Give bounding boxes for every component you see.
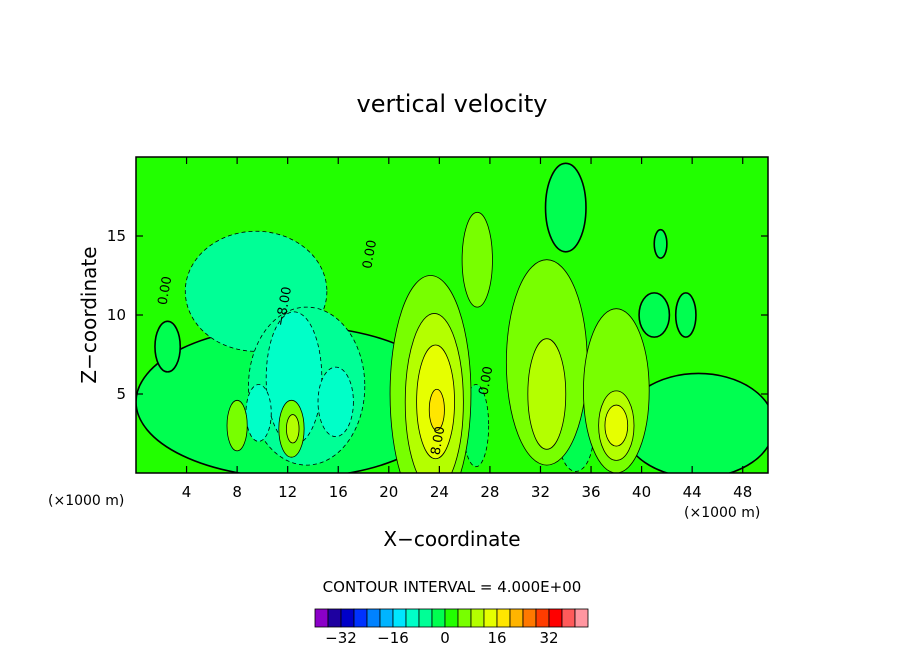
y-axis-ticks: 5 10 15 (107, 227, 768, 403)
x-tick-label-11: 48 (733, 483, 752, 501)
colorbar-cell-15 (509, 608, 524, 628)
colorbar-cell-19 (561, 608, 576, 628)
x-tick-label-10: 44 (683, 483, 702, 501)
x-tick-label-7: 32 (531, 483, 550, 501)
colorbar-cell-5 (379, 608, 394, 628)
contour-region-15 (527, 338, 567, 450)
colorbar-cell-1 (327, 608, 342, 628)
contour-interval-text: CONTOUR INTERVAL = 4.000E+00 (323, 578, 582, 596)
contour-region-2 (544, 162, 587, 253)
contour-label-0: 0.00 (156, 275, 176, 306)
colorbar-cell-2 (340, 608, 355, 628)
contour-labels: 0.00 −8.00 0.00 0.00 8.00 (156, 239, 497, 457)
x-tick-label-9: 40 (632, 483, 651, 501)
colorbar-cell-7 (405, 608, 420, 628)
x-tick-label-6: 28 (480, 483, 499, 501)
contour-label-3: 0.00 (477, 365, 497, 396)
colorbar-cell-6 (392, 608, 407, 628)
contour-region-24 (674, 292, 697, 338)
contour-region-5 (265, 311, 323, 445)
colorbar-cell-3 (353, 608, 368, 628)
x-unit-label-left: (×1000 m) (48, 493, 124, 509)
contour-region-22 (286, 414, 300, 444)
y-tick-label-0: 5 (116, 385, 126, 403)
colorbar-cell-8 (418, 608, 433, 628)
colorbar-tick-label-0: −32 (325, 629, 357, 647)
x-tick-label-8: 36 (581, 483, 600, 501)
contour-region-18 (604, 404, 629, 447)
x-tick-label-3: 16 (329, 483, 348, 501)
contour-label-1: −8.00 (273, 286, 295, 328)
colorbar-tick-label-3: 16 (487, 629, 506, 647)
colorbar-cell-13 (483, 608, 498, 628)
colorbar-tick-label-1: −16 (377, 629, 409, 647)
contour-region-26 (154, 320, 182, 373)
contour-region-6 (245, 384, 272, 442)
x-axis-ticks: 4 8 12 16 20 24 28 32 36 40 44 48 (182, 157, 752, 501)
colorbar-cell-16 (522, 608, 537, 628)
x-tick-label-0: 4 (182, 483, 192, 501)
colorbar-cell-9 (431, 608, 446, 628)
chart-title: vertical velocity (357, 90, 548, 118)
x-tick-label-2: 12 (278, 483, 297, 501)
y-tick-label-2: 15 (107, 227, 126, 245)
y-tick-label-1: 10 (107, 306, 126, 324)
colorbar-tick-labels: −32 −16 0 16 32 (325, 629, 558, 647)
x-unit-label-right: (×1000 m) (684, 505, 760, 521)
contour-region-19 (461, 211, 493, 308)
x-tick-label-1: 8 (232, 483, 242, 501)
contour-fields (136, 162, 768, 473)
colorbar-cell-17 (535, 608, 550, 628)
x-axis-label: X−coordinate (383, 527, 520, 551)
colorbar-cell-10 (444, 608, 459, 628)
colorbar-cell-12 (470, 608, 485, 628)
contour-region-25 (653, 228, 668, 259)
colorbar-cell-11 (457, 608, 472, 628)
colorbar-cell-20 (574, 608, 589, 628)
contour-region-20 (226, 399, 248, 452)
colorbar-tick-label-4: 32 (539, 629, 558, 647)
x-tick-label-5: 24 (430, 483, 449, 501)
colorbar (314, 608, 589, 628)
x-tick-label-4: 20 (379, 483, 398, 501)
contour-label-4: 8.00 (429, 425, 449, 456)
colorbar-cell-14 (496, 608, 511, 628)
y-axis-label: Z−coordinate (77, 246, 101, 383)
contour-region-13 (428, 388, 445, 431)
colorbar-tick-label-2: 0 (440, 629, 450, 647)
contour-region-23 (638, 292, 671, 338)
colorbar-cell-18 (548, 608, 563, 628)
contour-label-2: 0.00 (360, 239, 380, 270)
colorbar-cell-0 (314, 608, 329, 628)
colorbar-cell-4 (366, 608, 381, 628)
contour-region-7 (317, 366, 354, 438)
